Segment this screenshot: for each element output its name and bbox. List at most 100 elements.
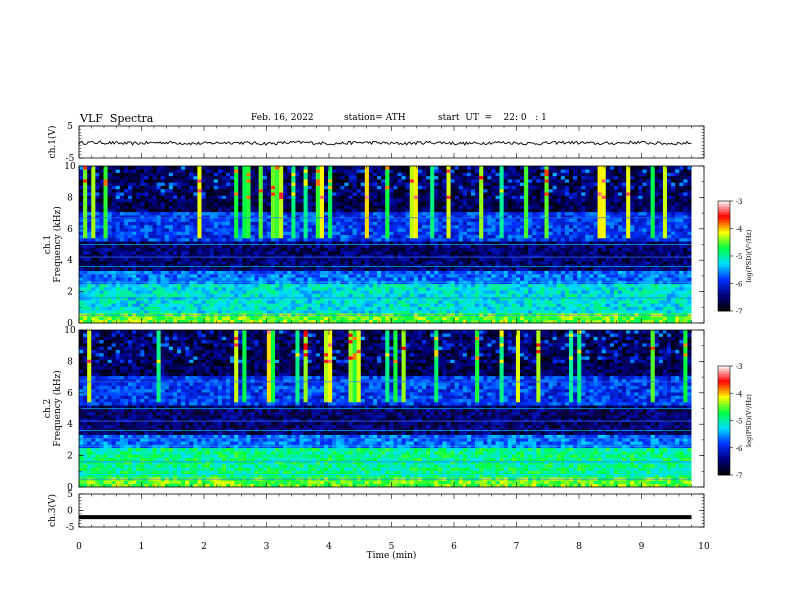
spectrogram-cell <box>650 241 656 245</box>
spectrogram-cell <box>532 290 537 294</box>
spectrogram-cell <box>332 293 337 298</box>
spectrogram-cell <box>270 287 276 291</box>
spectrogram-cell <box>483 267 488 271</box>
spectrogram-cell <box>328 267 333 271</box>
spectrogram-cell <box>336 283 341 288</box>
spectrogram-cell <box>164 296 170 301</box>
spectrogram-cell <box>446 290 451 294</box>
spectrogram-cell <box>381 303 386 307</box>
spectrogram-cell <box>319 267 325 271</box>
spectrogram-cell <box>499 241 504 245</box>
spectrogram-cell <box>622 231 627 235</box>
spectrogram-cell <box>352 257 357 262</box>
spectrogram-cell <box>544 251 549 255</box>
spectrogram-cell <box>454 293 460 298</box>
spectrogram-cell <box>287 241 292 245</box>
spectrogram-cell <box>226 260 231 265</box>
spectrogram-cell <box>103 273 108 278</box>
spectrogram-cell <box>83 228 88 232</box>
spectrogram-cell <box>426 264 431 268</box>
spectrogram-cell <box>262 264 268 268</box>
spectrogram-cell <box>156 264 161 268</box>
spectrogram-cell <box>87 237 92 242</box>
spectrogram-cell <box>221 306 227 311</box>
spectrogram-cell <box>115 264 121 268</box>
spectrogram-cell <box>373 293 378 298</box>
spectrogram-cell <box>226 277 231 281</box>
spectrogram-cell <box>597 228 602 232</box>
spectrogram-cell <box>266 251 272 255</box>
spectrogram-cell <box>458 224 464 229</box>
spectrogram-cell <box>295 257 300 262</box>
spectrogram-cell <box>356 237 362 242</box>
spectrogram-cell <box>626 241 631 245</box>
spectrogram-cell <box>83 211 88 216</box>
spectrogram-cell <box>499 231 504 235</box>
spectrogram-cell <box>230 247 235 252</box>
spectrogram-cell <box>601 244 607 249</box>
spectrogram-cell <box>119 277 125 281</box>
spectrogram-cell <box>442 296 447 301</box>
spectrogram-cell <box>471 228 476 232</box>
spectrogram-cell <box>679 283 684 288</box>
spectrogram-cell <box>434 260 439 265</box>
spectrogram-cell <box>618 260 623 265</box>
spectrogram-cell <box>638 254 643 258</box>
spectrogram-cell <box>99 306 104 311</box>
spectrogram-cell <box>397 244 402 249</box>
spectrogram-cell <box>536 270 541 275</box>
spectrogram-cell <box>230 287 235 291</box>
spectrogram-cell <box>454 247 460 252</box>
spectrogram-cell <box>283 218 288 222</box>
spectrogram-cell <box>524 283 529 288</box>
spectrogram-cell <box>560 251 566 255</box>
spectrogram-cell <box>430 257 435 262</box>
spectrogram-cell <box>283 244 288 249</box>
spectrogram-cell <box>634 293 639 298</box>
spectrogram-cell <box>556 244 562 249</box>
spectrogram-cell <box>246 319 251 324</box>
spectrogram-cell <box>189 224 194 229</box>
spectrogram-cell <box>613 316 619 321</box>
spectrogram-cell <box>683 267 688 271</box>
spectrogram-cell <box>528 283 533 288</box>
spectrogram-cell <box>511 277 517 281</box>
spectrogram-cell <box>471 215 476 219</box>
spectrogram-cell <box>185 287 190 291</box>
spectrogram-cell <box>95 257 100 262</box>
spectrogram-cell <box>605 260 611 265</box>
spectrogram-cell <box>675 224 680 229</box>
spectrogram-cell <box>397 293 402 298</box>
spectrogram-cell <box>687 251 692 255</box>
spectrogram-cell <box>687 228 692 232</box>
spectrogram-cell <box>548 319 553 324</box>
spectrogram-cell <box>91 211 96 216</box>
spectrogram-cell <box>642 257 647 262</box>
spectrogram-cell <box>144 316 149 321</box>
spectrogram-cell <box>364 287 370 291</box>
spectrogram-cell <box>605 283 611 288</box>
spectrogram-cell <box>307 273 313 278</box>
spectrogram-cell <box>307 257 313 262</box>
spectrogram-cell <box>667 218 672 222</box>
spectrogram-cell <box>605 231 611 235</box>
spectrogram-cell <box>185 260 190 265</box>
spectrogram-cell <box>283 296 288 301</box>
spectrogram-cell <box>230 251 235 255</box>
spectrogram-cell <box>401 267 406 271</box>
spectrogram-cell <box>458 309 464 314</box>
spectrogram-cell <box>475 267 480 271</box>
spectrogram-cell <box>87 260 92 265</box>
spectrogram-cell <box>687 306 692 311</box>
spectrogram-cell <box>687 290 692 294</box>
spectrogram-cell <box>197 309 202 314</box>
spectrogram-cell <box>258 296 264 301</box>
spectrogram-cell <box>307 231 313 235</box>
spectrogram-cell <box>332 231 337 235</box>
spectrogram-cell <box>667 293 672 298</box>
spectrogram-cell <box>556 290 562 294</box>
spectrogram-cell <box>311 260 317 265</box>
spectrogram-cell <box>687 237 692 242</box>
spectrogram-cell <box>279 224 284 229</box>
spectrogram-cell <box>217 260 223 265</box>
